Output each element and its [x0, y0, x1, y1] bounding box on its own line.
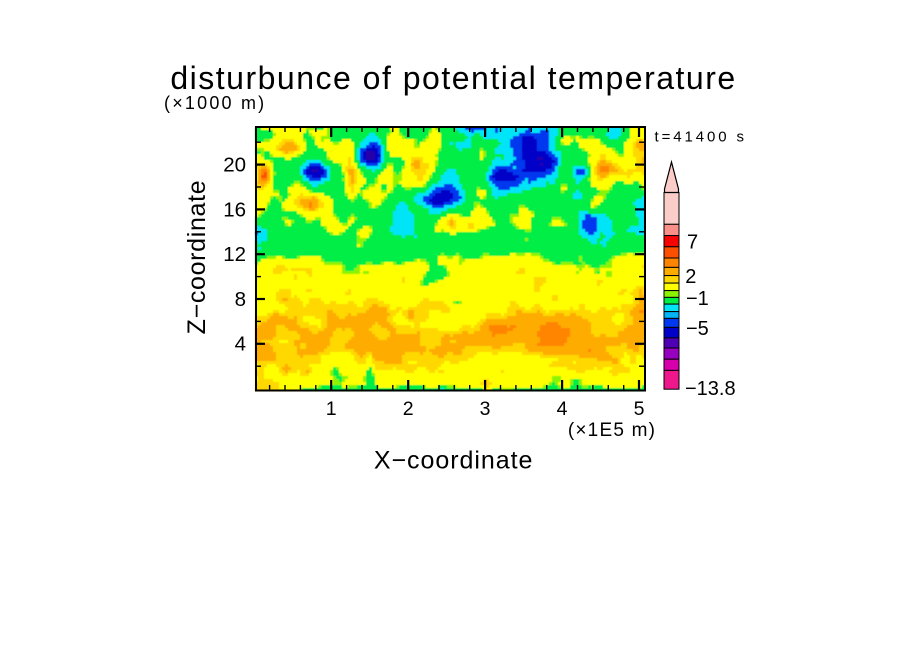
svg-text:−5: −5: [686, 318, 709, 340]
svg-text:2: 2: [403, 398, 414, 420]
svg-text:X−coordinate: X−coordinate: [374, 447, 534, 475]
svg-text:8: 8: [235, 288, 246, 311]
svg-text:t=41400 s: t=41400 s: [655, 129, 747, 146]
svg-text:−1: −1: [686, 288, 709, 310]
svg-text:(×1000 m): (×1000 m): [164, 93, 266, 113]
svg-text:(×1E5 m): (×1E5 m): [568, 420, 656, 441]
svg-text:7: 7: [687, 232, 698, 254]
svg-text:Z−coordinate: Z−coordinate: [183, 180, 211, 335]
svg-text:4: 4: [557, 398, 568, 420]
svg-text:3: 3: [480, 398, 491, 420]
svg-text:16: 16: [223, 198, 246, 221]
svg-text:disturbunce of potential tempe: disturbunce of potential temperature: [170, 60, 736, 96]
svg-text:20: 20: [223, 154, 246, 177]
svg-text:1: 1: [326, 398, 337, 420]
svg-text:2: 2: [685, 266, 696, 288]
svg-text:12: 12: [223, 243, 246, 266]
svg-text:−13.8: −13.8: [685, 378, 736, 400]
svg-text:5: 5: [634, 398, 645, 420]
svg-text:4: 4: [235, 333, 246, 356]
